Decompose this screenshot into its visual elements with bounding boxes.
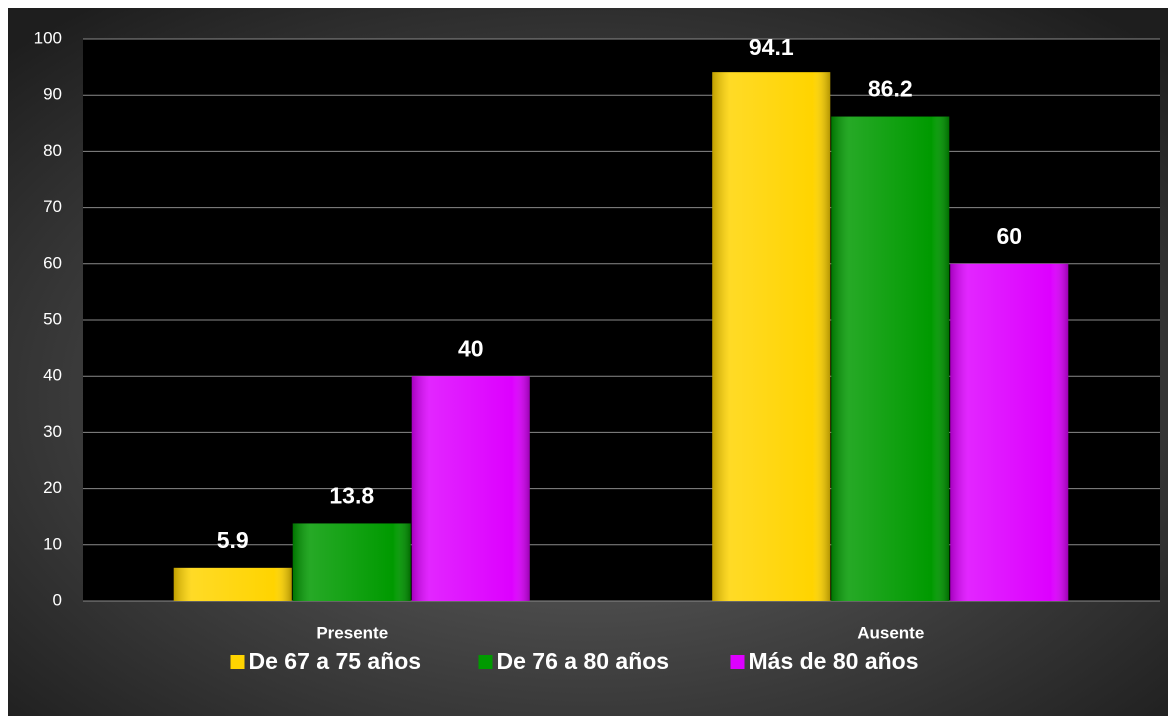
bar xyxy=(292,523,411,601)
y-tick-label: 100 xyxy=(34,28,62,47)
data-label: 94.1 xyxy=(749,34,794,60)
legend-swatch xyxy=(230,655,245,669)
legend-swatch xyxy=(478,655,493,669)
y-tick-label: 20 xyxy=(43,478,62,497)
data-label: 40 xyxy=(458,335,484,361)
legend-label: De 67 a 75 años xyxy=(249,648,422,674)
bar xyxy=(411,376,530,601)
data-label: 13.8 xyxy=(329,483,374,509)
y-tick-label: 40 xyxy=(43,366,62,385)
x-tick-label: Ausente xyxy=(857,623,924,642)
bar xyxy=(173,567,292,601)
y-tick-label: 70 xyxy=(43,197,62,216)
bar xyxy=(712,72,831,601)
y-tick-label: 50 xyxy=(43,309,62,328)
legend-label: De 76 a 80 años xyxy=(497,648,670,674)
y-tick-label: 30 xyxy=(43,422,62,441)
y-tick-label: 90 xyxy=(43,85,62,104)
legend-label: Más de 80 años xyxy=(749,648,919,674)
data-label: 5.9 xyxy=(217,527,249,553)
legend-swatch xyxy=(730,655,745,669)
y-tick-label: 10 xyxy=(43,534,62,553)
bar xyxy=(950,263,1069,601)
data-label: 86.2 xyxy=(868,76,913,102)
data-label: 60 xyxy=(996,223,1022,249)
y-tick-label: 60 xyxy=(43,253,62,272)
y-tick-label: 0 xyxy=(53,590,62,609)
y-tick-label: 80 xyxy=(43,141,62,160)
x-tick-label: Presente xyxy=(316,623,388,642)
bar xyxy=(831,116,950,601)
